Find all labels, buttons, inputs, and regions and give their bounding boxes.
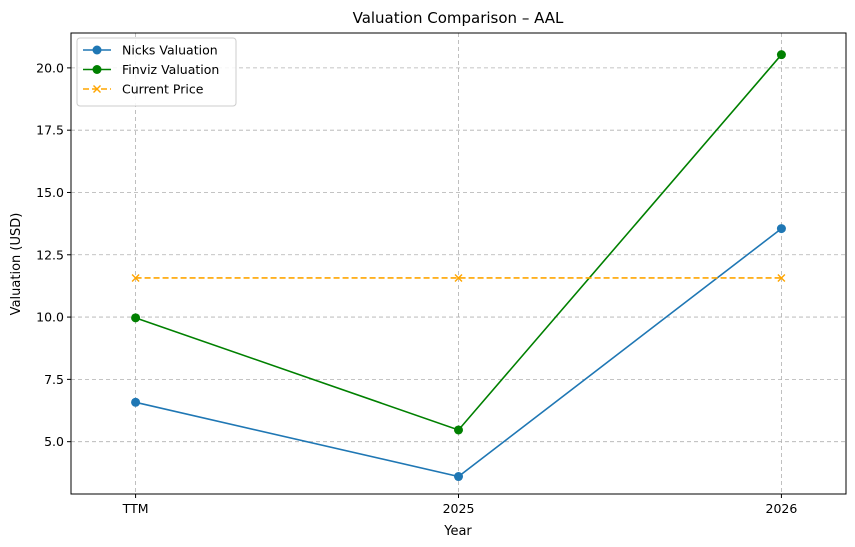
legend-box xyxy=(76,37,237,107)
series-1 xyxy=(131,50,786,435)
data-point xyxy=(131,313,141,323)
data-point xyxy=(454,472,463,482)
series-2 xyxy=(131,273,786,282)
data-point xyxy=(454,425,463,435)
data-point xyxy=(454,273,463,282)
legend-item: Current Price xyxy=(83,82,204,97)
data-point xyxy=(131,273,140,282)
y-tick-label: 5.0 xyxy=(44,434,64,449)
series-0 xyxy=(131,224,786,482)
legend-marker xyxy=(92,45,102,55)
y-tick-label: 7.5 xyxy=(44,372,64,387)
y-tick-label: 12.5 xyxy=(36,247,64,262)
data-point xyxy=(131,397,141,407)
chart-title: Valuation Comparison – AAL xyxy=(353,9,564,27)
y-tick-label: 20.0 xyxy=(36,60,64,75)
y-tick-label: 17.5 xyxy=(36,123,64,138)
y-axis: 5.0 7.5 10.0 12.5 15.0 17.5 20.0 xyxy=(36,60,71,449)
x-tick-label: 2025 xyxy=(443,501,475,516)
data-point xyxy=(776,50,786,60)
x-tick-label: 2026 xyxy=(766,501,798,516)
y-axis-label: Valuation (USD) xyxy=(9,213,24,316)
legend-label: Nicks Valuation xyxy=(122,43,218,58)
legend-marker xyxy=(92,65,102,74)
series-layer xyxy=(131,50,786,482)
legend-label: Current Price xyxy=(122,82,204,97)
legend-item: Finviz Valuation xyxy=(83,62,219,77)
legend-label: Finviz Valuation xyxy=(122,62,219,77)
legend-item: Nicks Valuation xyxy=(83,43,218,58)
data-point xyxy=(777,273,786,282)
x-tick-label: TTM xyxy=(122,501,149,516)
data-point xyxy=(776,224,786,234)
legend-marker xyxy=(93,85,101,93)
x-axis: TTM 2025 2026 xyxy=(122,494,798,516)
y-tick-label: 15.0 xyxy=(36,185,64,200)
legend: Nicks Valuation Finviz Valuation Current P… xyxy=(76,37,237,107)
x-axis-label: Year xyxy=(443,524,472,539)
y-tick-label: 10.0 xyxy=(36,310,64,325)
